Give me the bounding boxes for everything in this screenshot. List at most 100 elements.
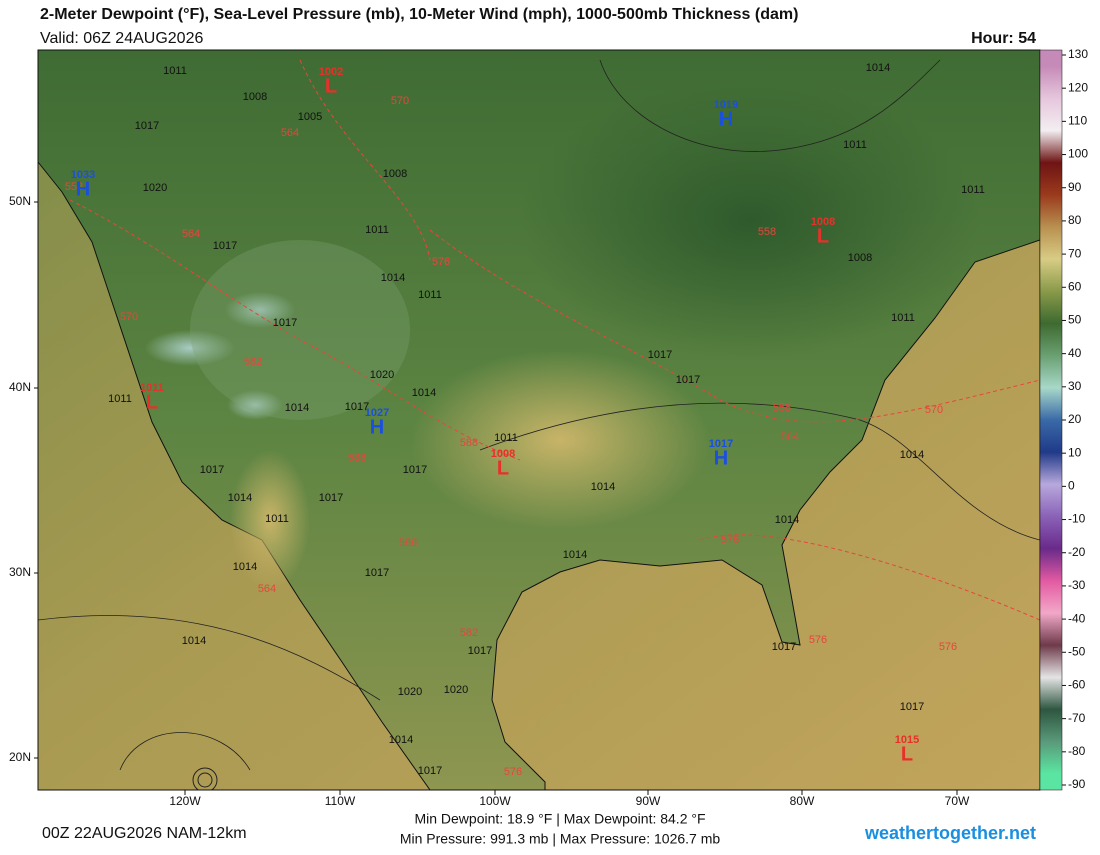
dry-air-region — [190, 240, 410, 420]
thickness-contour — [429, 229, 1040, 423]
isobar — [479, 402, 1040, 541]
isobar-label: 1011 — [418, 289, 442, 301]
colorbar-label: 20 — [1068, 412, 1082, 426]
isobar-label: 1011 — [365, 224, 389, 236]
dewpoint-range: Min Dewpoint: 18.9 °F | Max Dewpoint: 84… — [414, 811, 705, 827]
center-symbol: H — [719, 108, 733, 130]
thickness-label: 570 — [925, 404, 943, 416]
moist-region — [520, 80, 980, 360]
thickness-contour — [699, 534, 1040, 621]
dry-region — [410, 350, 710, 530]
valid-time: Valid: 06Z 24AUG2026 — [40, 30, 203, 47]
lon-label: 100W — [479, 794, 511, 808]
isobar-label: 1014 — [900, 449, 924, 461]
center-pressure: 1002 — [319, 66, 343, 78]
thickness-label: 570 — [120, 311, 138, 323]
colorbar-label: -40 — [1068, 611, 1086, 625]
thickness-label: 582 — [460, 627, 478, 639]
isobar-label: 1014 — [233, 561, 257, 573]
colorbar — [1039, 49, 1063, 791]
isobar-label: 1020 — [444, 684, 468, 696]
colorbar-label: 40 — [1068, 346, 1082, 360]
title: 2-Meter Dewpoint (°F), Sea-Level Pressur… — [40, 6, 798, 23]
dry-air-pocket — [145, 330, 235, 366]
colorbar-label: -90 — [1068, 777, 1086, 791]
isobar-label: 1014 — [381, 272, 405, 284]
center-symbol: L — [325, 75, 337, 97]
isobar-label: 1017 — [648, 349, 672, 361]
center-pressure: 1008 — [491, 448, 515, 460]
colorbar-label: -80 — [1068, 744, 1086, 758]
isobar-label: 1014 — [389, 734, 413, 746]
isobar-label: 1014 — [775, 514, 799, 526]
colorbar-label: 90 — [1068, 180, 1082, 194]
isobar-label: 1011 — [843, 139, 867, 151]
center-symbol: L — [497, 457, 509, 479]
thickness-label: 582 — [244, 356, 262, 368]
center-pressure: 1017 — [709, 438, 733, 450]
center-pressure: 1019 — [714, 99, 738, 111]
colorbar-label: 100 — [1068, 147, 1088, 161]
isobar-label: 1020 — [370, 369, 394, 381]
model-run: 00Z 22AUG2026 NAM-12km — [42, 825, 247, 842]
colorbar-label: 50 — [1068, 313, 1082, 327]
isobar-label: 1011 — [265, 513, 289, 525]
colorbar-label: -70 — [1068, 711, 1086, 725]
center-pressure: 1008 — [811, 216, 835, 228]
isobar — [119, 732, 251, 771]
isobar-label: 1017 — [135, 120, 159, 132]
isobar-label: 1017 — [403, 464, 427, 476]
thickness-label: 576 — [504, 766, 522, 778]
lat-label: 40N — [9, 380, 31, 394]
colorbar-label: 80 — [1068, 213, 1082, 227]
colorbar-label: -30 — [1068, 578, 1086, 592]
colorbar-label: 60 — [1068, 279, 1082, 293]
thickness-label: 564 — [182, 228, 200, 240]
cyclone-isobar — [192, 767, 218, 790]
isobar-label: 1011 — [891, 312, 915, 324]
dry-air-pocket — [227, 390, 283, 420]
center-symbol: H — [76, 178, 90, 200]
isobar-label: 1014 — [285, 402, 309, 414]
isobar-label: 1017 — [676, 374, 700, 386]
isobar-label: 1017 — [319, 492, 343, 504]
isobar-label: 1014 — [228, 492, 252, 504]
dry-air-pocket — [225, 292, 295, 328]
lon-label: 110W — [325, 794, 356, 808]
isobar-label: 1017 — [213, 240, 237, 252]
lat-label: 50N — [9, 194, 31, 208]
colorbar-label: 130 — [1068, 47, 1088, 61]
center-symbol: H — [370, 416, 384, 438]
thickness-label: 558 — [773, 402, 791, 414]
thickness-label: 558 — [758, 226, 776, 238]
colorbar-label: -50 — [1068, 644, 1086, 658]
colorbar-label: 70 — [1068, 246, 1082, 260]
forecast-hour: Hour: 54 — [971, 30, 1036, 47]
pressure-range: Min Pressure: 991.3 mb | Max Pressure: 1… — [400, 831, 721, 847]
center-symbol: L — [146, 391, 158, 413]
isobar-label: 1014 — [563, 549, 587, 561]
isobar-label: 1008 — [848, 252, 872, 264]
map: 1011 1008 1005 1017 1020 1008 1017 1011 1014 1011… — [38, 50, 1040, 790]
thickness-label: 558 — [65, 181, 83, 193]
thickness-label: 588 — [399, 537, 417, 549]
isobar-label: 1017 — [273, 317, 297, 329]
isobar-label: 1014 — [591, 481, 615, 493]
colorbar-label: 10 — [1068, 445, 1082, 459]
isobar-label: 1011 — [494, 432, 518, 444]
colorbar-label: 30 — [1068, 379, 1082, 393]
isobar-label: 1017 — [345, 401, 369, 413]
center-pressure: 1011 — [140, 382, 164, 394]
isobar-label: 1017 — [418, 765, 442, 777]
thickness-contour — [299, 59, 431, 261]
isobar-label: 1020 — [398, 686, 422, 698]
thickness-label: 564 — [258, 583, 276, 595]
center-pressure: 1015 — [895, 734, 919, 746]
isobar-label: 1011 — [163, 65, 187, 77]
dry-region — [230, 450, 310, 590]
colorbar-label: -20 — [1068, 545, 1086, 559]
isobar-label: 1014 — [412, 387, 436, 399]
isobar-label: 1011 — [961, 184, 985, 196]
